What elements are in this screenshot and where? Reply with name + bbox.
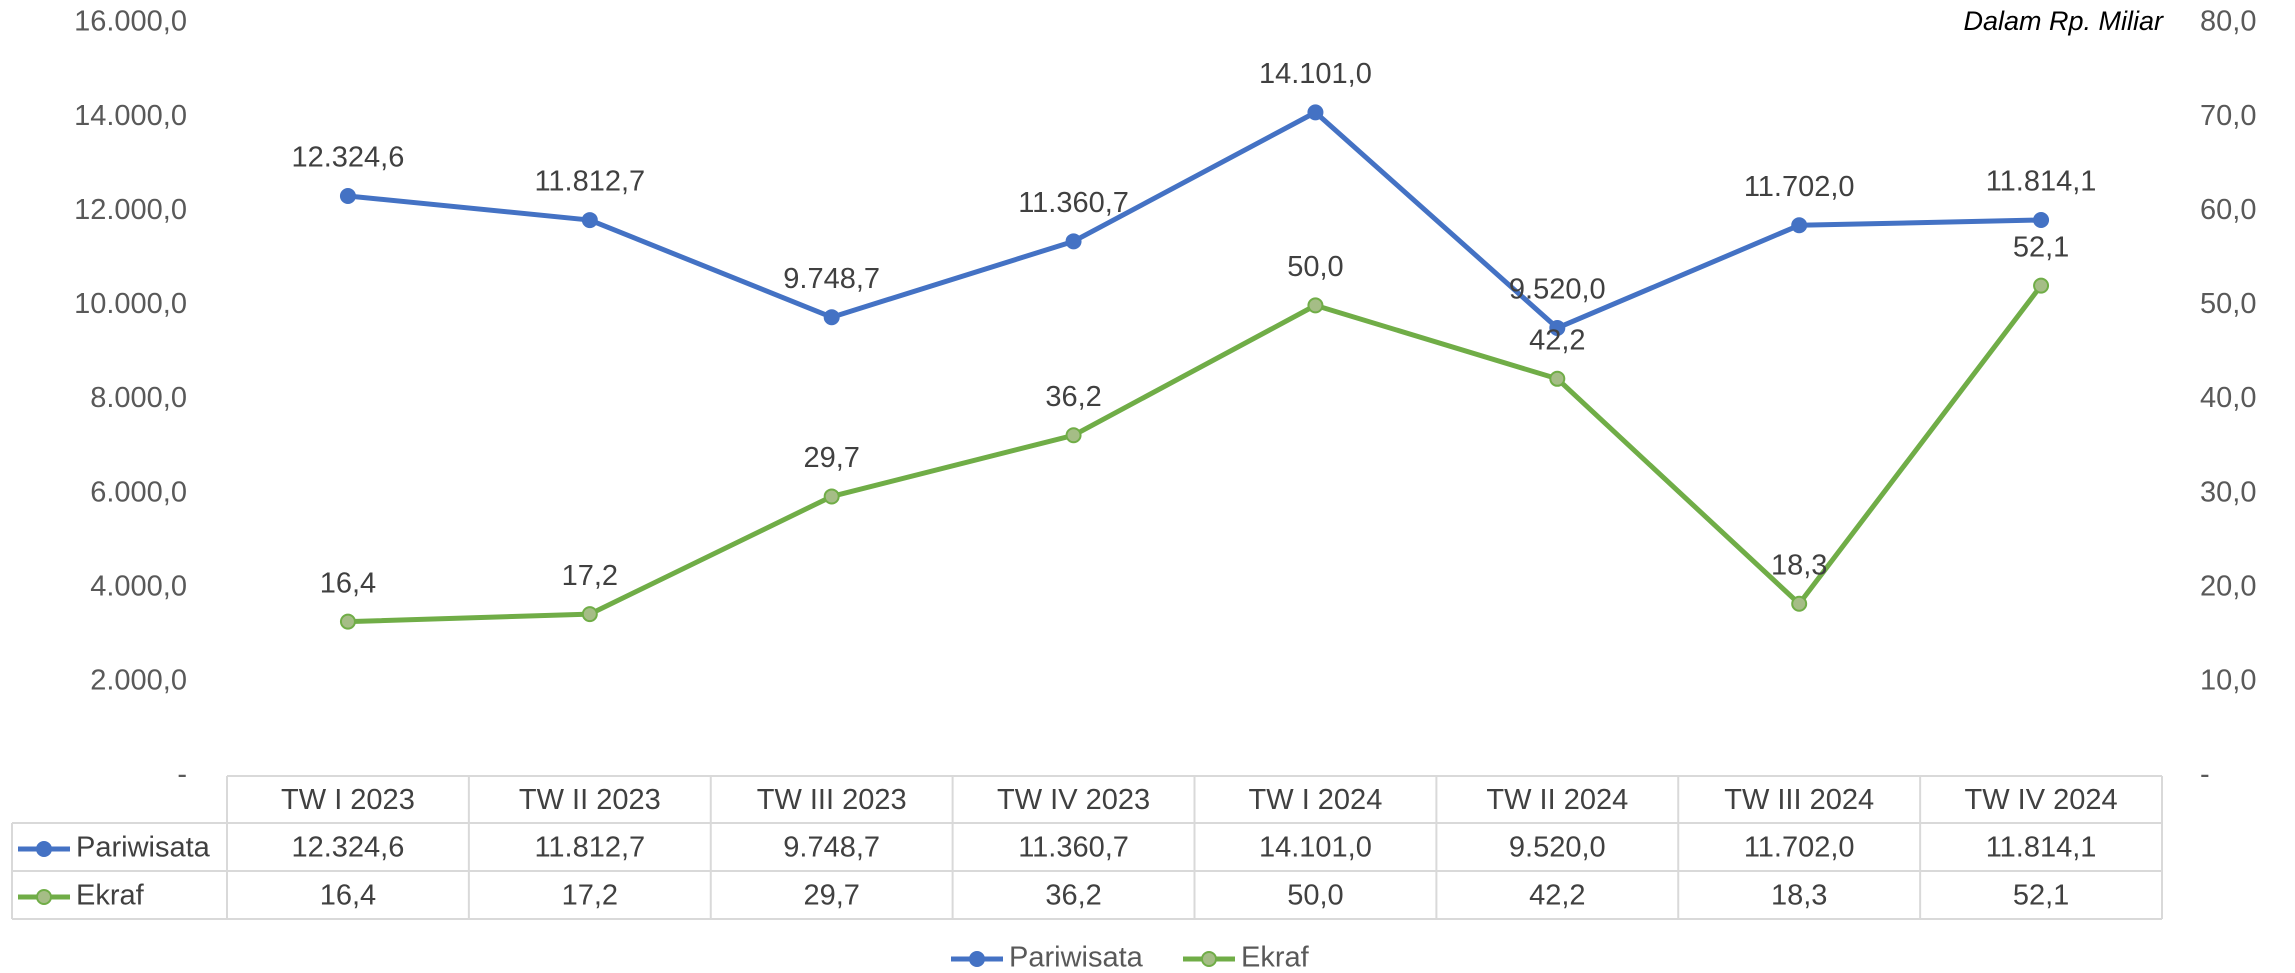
table-cell: 11.360,7 — [1018, 832, 1129, 864]
y2-tick-label: - — [2200, 759, 2210, 791]
y2-tick-label: 60,0 — [2200, 194, 2256, 226]
data-point — [1065, 427, 1082, 444]
table-cell: 14.101,0 — [1259, 832, 1372, 864]
data-point — [581, 606, 598, 623]
series-line — [347, 109, 2042, 331]
data-label: 11.360,7 — [1018, 187, 1129, 219]
x-tick-label: TW I 2024 — [1249, 784, 1383, 816]
y2-tick-label: 30,0 — [2200, 476, 2256, 508]
x-tick-label: TW III 2024 — [1724, 784, 1874, 816]
data-label: 29,7 — [803, 442, 859, 474]
data-label: 9.520,0 — [1509, 274, 1606, 306]
data-label: 11.814,1 — [1986, 166, 2097, 198]
data-label: 50,0 — [1287, 251, 1343, 283]
y-tick-label: - — [177, 759, 187, 791]
table-cell: 50,0 — [1287, 880, 1343, 912]
data-label: 11.702,0 — [1744, 171, 1855, 203]
y2-tick-label: 40,0 — [2200, 382, 2256, 414]
x-tick-label: TW II 2023 — [519, 784, 661, 816]
x-tick-label: TW II 2024 — [1486, 784, 1628, 816]
data-label: 14.101,0 — [1259, 58, 1372, 90]
data-label: 12.324,6 — [291, 142, 404, 174]
legend-marker — [36, 841, 52, 857]
table-cell: 9.520,0 — [1509, 832, 1606, 864]
table-cell: 36,2 — [1045, 880, 1101, 912]
data-label: 9.748,7 — [783, 263, 880, 295]
y-tick-label: 12.000,0 — [74, 194, 187, 226]
table-cell: 11.812,7 — [534, 832, 645, 864]
legend-marker — [1201, 951, 1217, 967]
table-cell: 18,3 — [1771, 880, 1827, 912]
data-point — [1791, 217, 1808, 234]
table-cell: 16,4 — [320, 880, 376, 912]
data-label: 17,2 — [562, 560, 618, 592]
y2-tick-label: 80,0 — [2200, 6, 2256, 38]
legend-label: Ekraf — [1241, 942, 1310, 973]
series-line — [347, 284, 2044, 625]
y2-tick-label: 50,0 — [2200, 288, 2256, 320]
legend-marker — [36, 889, 52, 905]
x-tick-label: TW III 2023 — [757, 784, 907, 816]
data-label: 11.812,7 — [534, 166, 645, 198]
table-cell: 11.814,1 — [1986, 832, 2097, 864]
y2-tick-label: 70,0 — [2200, 100, 2256, 132]
table-cell: 29,7 — [803, 880, 859, 912]
annotation: Dalam Rp. Miliar — [1963, 6, 2164, 36]
y-tick-label: 8.000,0 — [90, 382, 187, 414]
legend-label: Pariwisata — [1009, 942, 1144, 973]
table-cell: 9.748,7 — [783, 832, 880, 864]
data-point — [2033, 211, 2050, 228]
data-point — [1549, 370, 1566, 387]
table-cell: 42,2 — [1529, 880, 1585, 912]
y-tick-label: 10.000,0 — [74, 288, 187, 320]
data-point — [823, 488, 840, 505]
data-label: 16,4 — [320, 567, 376, 599]
x-tick-label: TW IV 2024 — [1965, 784, 2118, 816]
data-point — [581, 212, 598, 229]
table-cell: 17,2 — [562, 880, 618, 912]
x-tick-label: TW I 2023 — [281, 784, 415, 816]
y2-tick-label: 10,0 — [2200, 665, 2256, 697]
y-tick-label: 16.000,0 — [74, 6, 187, 38]
data-point — [823, 309, 840, 326]
y-tick-label: 4.000,0 — [90, 570, 187, 602]
data-point — [1307, 104, 1324, 121]
data-point — [1307, 297, 1324, 314]
y-tick-label: 14.000,0 — [74, 100, 187, 132]
table-row-label: Pariwisata — [76, 832, 211, 864]
data-label: 52,1 — [2013, 231, 2069, 263]
data-point — [339, 613, 356, 630]
table-cell: 11.702,0 — [1744, 832, 1855, 864]
data-label: 42,2 — [1529, 324, 1585, 356]
data-point — [1065, 233, 1082, 250]
x-tick-label: TW IV 2023 — [997, 784, 1150, 816]
y2-tick-label: 20,0 — [2200, 570, 2256, 602]
data-point — [1791, 595, 1808, 612]
y-tick-label: 6.000,0 — [90, 476, 187, 508]
data-point — [1549, 319, 1566, 336]
table-cell: 12.324,6 — [291, 832, 404, 864]
legend-marker — [969, 951, 985, 967]
table-cell: 52,1 — [2013, 880, 2069, 912]
data-label: 36,2 — [1045, 381, 1101, 413]
table-row-label: Ekraf — [76, 880, 145, 912]
data-point — [339, 187, 356, 204]
y-tick-label: 2.000,0 — [90, 665, 187, 697]
data-point — [2033, 277, 2050, 294]
data-label: 18,3 — [1771, 549, 1827, 581]
